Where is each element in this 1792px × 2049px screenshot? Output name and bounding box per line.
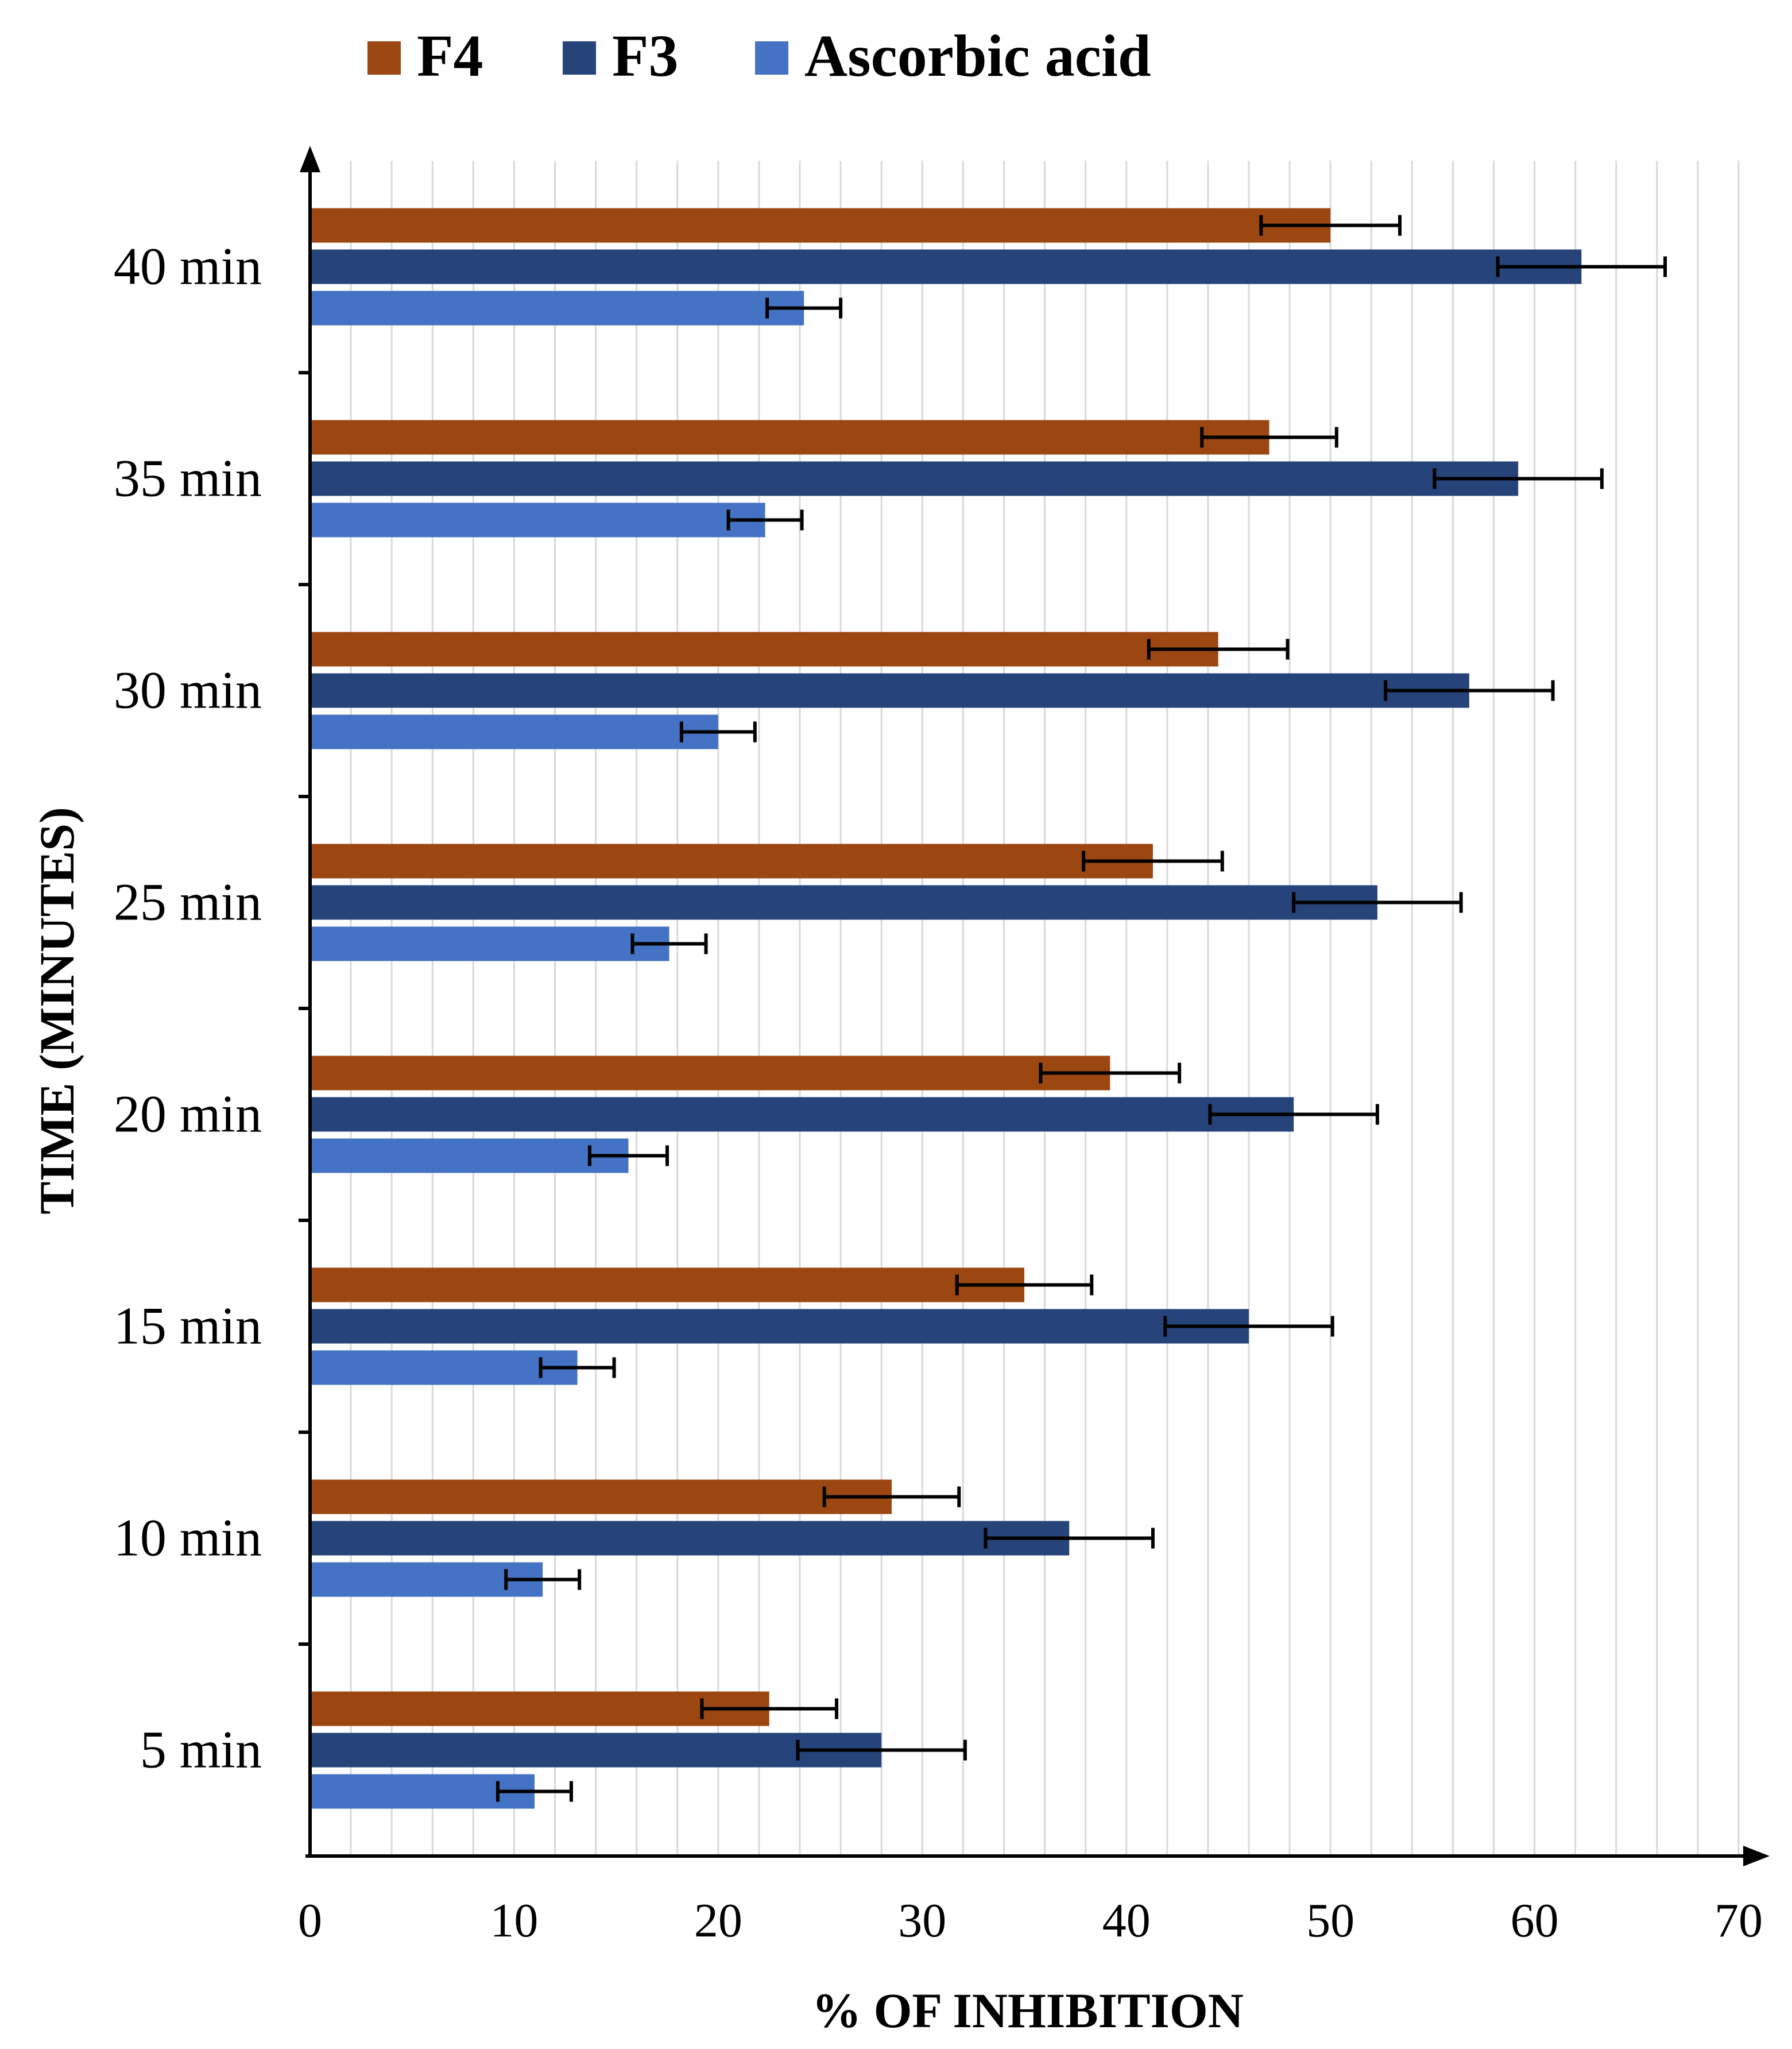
bar-f4-10-min (310, 1479, 892, 1514)
bar-f4-5-min (310, 1691, 769, 1726)
error-bar-f4-20-min (1039, 1062, 1182, 1084)
bar-f4-20-min (310, 1056, 1110, 1091)
x-tick-label: 0 (298, 1894, 322, 1947)
error-bar-f4-35-min (1200, 427, 1338, 448)
legend-item-ascorbic-acid: Ascorbic acid (755, 23, 1151, 89)
error-bar-f4-15-min (955, 1274, 1094, 1296)
bar-ascorbic-acid-35-min (310, 502, 765, 538)
bar-f3-40-min (310, 249, 1582, 284)
error-bar-ascorbic-acid-40-min (765, 297, 843, 319)
error-bar-ascorbic-acid-30-min (679, 721, 757, 743)
legend-swatch (367, 41, 401, 75)
y-tick-label: 10 min (114, 1509, 262, 1567)
y-tick-label: 35 min (114, 449, 262, 508)
x-tick-label: 70 (1714, 1894, 1763, 1947)
x-tick-label: 20 (694, 1894, 742, 1947)
y-axis-title: TIME (MINUTES) (29, 807, 84, 1215)
bar-ascorbic-acid-10-min (310, 1562, 543, 1597)
legend-swatch (755, 41, 788, 75)
x-tick-labels: 0 10 20 30 40 50 60 70 (298, 1894, 1763, 1947)
x-tick-label: 40 (1102, 1894, 1151, 1947)
bar-f3-15-min (310, 1309, 1249, 1344)
x-tick-label: 50 (1306, 1894, 1354, 1947)
error-bar-f3-10-min (984, 1528, 1155, 1549)
error-bar-f4-30-min (1147, 639, 1290, 660)
error-bar-ascorbic-acid-35-min (726, 509, 804, 531)
legend-swatch (563, 41, 596, 75)
legend-label: F3 (612, 23, 679, 89)
bar-f3-35-min (310, 461, 1519, 496)
bar-ascorbic-acid-20-min (310, 1138, 629, 1173)
bar-f3-20-min (310, 1097, 1294, 1132)
bar-f3-30-min (310, 673, 1469, 708)
error-bar-f4-5-min (700, 1698, 839, 1719)
y-tick-labels: 5 min 10 min 15 min 20 min 25 min 30 min 35 mi… (114, 237, 262, 1779)
error-bars (496, 215, 1667, 1802)
error-bar-f3-25-min (1292, 892, 1463, 913)
error-bar-f3-35-min (1433, 468, 1604, 489)
legend-label: F4 (417, 23, 483, 89)
x-axis-title: % OF INHIBITION (812, 1983, 1244, 2038)
bar-ascorbic-acid-15-min (310, 1350, 578, 1385)
bar-ascorbic-acid-25-min (310, 926, 669, 961)
error-bar-f3-5-min (796, 1739, 967, 1761)
error-bar-f3-15-min (1163, 1316, 1334, 1337)
bar-f4-35-min (310, 420, 1270, 455)
y-tick-label: 20 min (114, 1085, 262, 1143)
error-bar-ascorbic-acid-5-min (496, 1781, 573, 1802)
axes (299, 146, 1770, 1866)
error-bar-f3-40-min (1496, 256, 1667, 277)
bar-f3-5-min (310, 1733, 882, 1768)
error-bar-f3-20-min (1208, 1104, 1379, 1125)
bar-f3-10-min (310, 1521, 1070, 1556)
x-tick-label: 60 (1511, 1894, 1559, 1947)
legend-label: Ascorbic acid (804, 23, 1151, 89)
error-bar-f3-30-min (1384, 680, 1555, 701)
gridlines (350, 161, 1740, 1856)
bar-f4-30-min (310, 632, 1218, 667)
x-axis-arrow (1743, 1846, 1770, 1866)
error-bar-ascorbic-acid-10-min (504, 1569, 582, 1590)
bars (310, 208, 1582, 1809)
bar-ascorbic-acid-40-min (310, 291, 804, 326)
y-tick-label: 40 min (114, 237, 262, 296)
legend-item-f3: F3 (563, 23, 679, 89)
error-bar-ascorbic-acid-15-min (539, 1357, 616, 1378)
y-tick-label: 30 min (114, 661, 262, 720)
bar-f4-25-min (310, 844, 1153, 879)
error-bar-ascorbic-acid-20-min (587, 1145, 669, 1166)
legend-item-f4: F4 (367, 23, 483, 89)
bar-f4-15-min (310, 1267, 1024, 1302)
y-tick-label: 5 min (140, 1721, 262, 1779)
y-tick-label: 15 min (114, 1297, 262, 1355)
error-bar-f4-25-min (1082, 850, 1224, 872)
x-tick-label: 10 (490, 1894, 538, 1947)
x-tick-label: 30 (898, 1894, 946, 1947)
y-tick-label: 25 min (114, 873, 262, 931)
bar-f3-25-min (310, 885, 1377, 920)
legend: F4 F3 Ascorbic acid (367, 23, 1151, 89)
error-bar-f4-40-min (1259, 215, 1402, 236)
bar-ascorbic-acid-30-min (310, 714, 718, 749)
y-axis-arrow (300, 146, 320, 172)
bar-f4-40-min (310, 208, 1331, 243)
error-bar-f4-10-min (822, 1486, 961, 1507)
error-bar-ascorbic-acid-25-min (630, 933, 708, 954)
